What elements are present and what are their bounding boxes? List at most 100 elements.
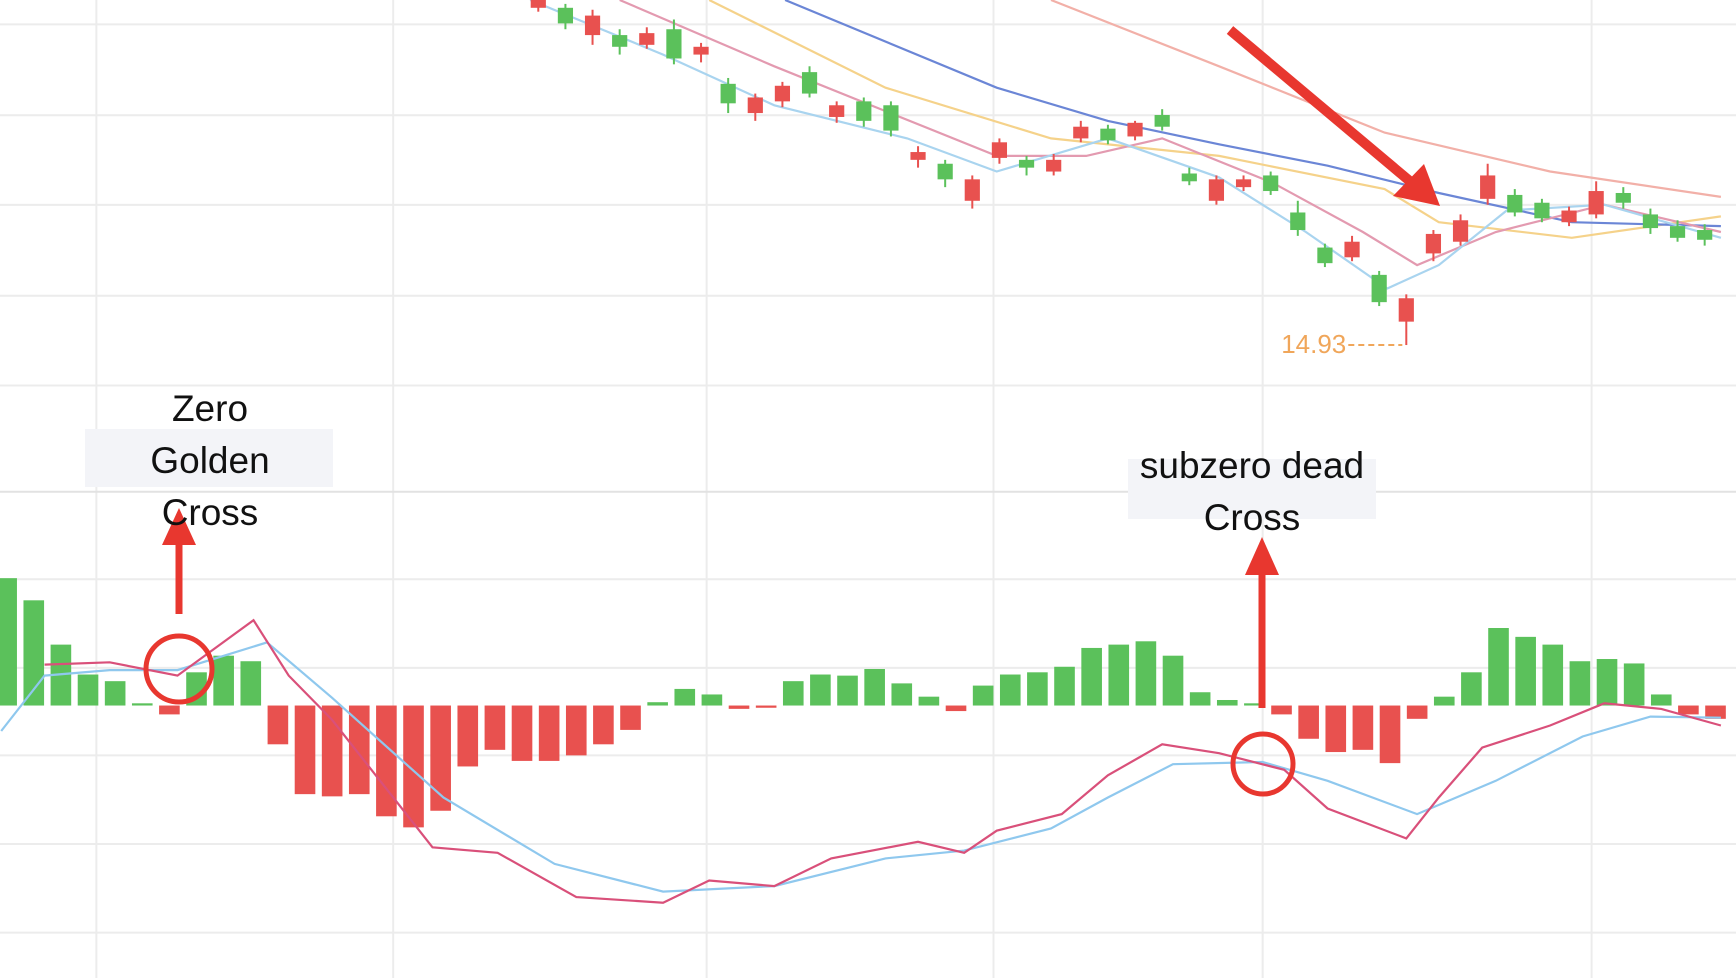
macd-bar: [1515, 636, 1536, 706]
macd-bar: [484, 705, 506, 750]
macd-bar: [1027, 672, 1048, 706]
macd-bar: [376, 705, 397, 817]
macd-bar: [1162, 655, 1184, 706]
candle-body: [1046, 159, 1062, 172]
indicator-line: [44, 618, 1722, 904]
macd-bar: [1298, 705, 1319, 739]
candle-body: [1507, 194, 1523, 213]
macd-bar: [403, 705, 424, 828]
macd-bar: [972, 685, 994, 706]
macd-bar: [348, 705, 370, 795]
macd-bar: [647, 702, 668, 706]
macd-bar: [1244, 703, 1265, 706]
candle-body: [1127, 122, 1143, 137]
macd-bar: [457, 705, 479, 767]
candle-body: [666, 29, 682, 59]
macd-bar: [620, 705, 641, 730]
pointer-arrow-head: [1393, 164, 1440, 206]
macd-bar: [945, 705, 967, 712]
indicator-line: [529, 0, 1722, 290]
candle-body: [530, 0, 546, 8]
candle-body: [1425, 233, 1442, 254]
macd-bar: [104, 681, 126, 706]
macd-bar: [159, 705, 180, 715]
macd-bar: [782, 681, 804, 706]
macd-bar: [0, 578, 17, 706]
macd-bar: [1461, 672, 1482, 706]
candle-body: [584, 15, 601, 36]
macd-bar: [267, 705, 289, 745]
macd-bar: [77, 674, 99, 706]
macd-bar: [1596, 659, 1618, 706]
up-arrow-head: [162, 508, 196, 545]
candle-body: [747, 97, 763, 114]
up-arrow-head: [1245, 537, 1279, 575]
candle-body: [1371, 274, 1387, 303]
candle-body: [720, 83, 736, 104]
macd-bar: [701, 694, 723, 706]
macd-bar: [1433, 696, 1455, 706]
macd-bar: [891, 683, 913, 706]
macd-bar: [1081, 647, 1102, 706]
macd-bar: [593, 705, 614, 745]
macd-bar: [1271, 705, 1292, 715]
macd-bar: [213, 655, 234, 706]
annotation: Zero Golden Cross: [150, 388, 270, 533]
candle-body: [856, 101, 872, 121]
macd-bar: [1569, 661, 1591, 706]
macd-bar: [1379, 705, 1401, 764]
candle-body: [1615, 192, 1631, 203]
candle-body: [1181, 173, 1197, 182]
macd-bar: [1678, 705, 1699, 715]
macd-bar: [755, 705, 777, 708]
overlay: [143, 26, 1440, 797]
macd-bar: [1705, 705, 1726, 719]
candle-body: [1697, 230, 1713, 240]
candle-body: [693, 46, 709, 55]
candle-body: [774, 85, 791, 102]
note-background: [1128, 459, 1376, 519]
candle-body: [829, 105, 845, 117]
candle-body: [937, 163, 953, 180]
macd-bar: [538, 705, 560, 761]
candle-body: [1398, 298, 1414, 322]
candle-body: [557, 7, 574, 24]
candle-body: [1290, 212, 1306, 231]
candle-body: [1344, 241, 1360, 258]
indicator-line: [708, 0, 1722, 239]
candle-body: [1235, 179, 1252, 188]
candle-body: [1100, 128, 1116, 141]
cross-circle: [143, 633, 215, 705]
indicator-line: [619, 0, 1722, 267]
candle-body: [1073, 126, 1089, 139]
candle-body: [1480, 175, 1496, 199]
macd-bar: [240, 661, 262, 706]
macd-bar: [23, 600, 45, 706]
candle-body: [1588, 191, 1604, 215]
candle-body: [991, 142, 1008, 158]
indicator-line: [1050, 0, 1722, 198]
macd-bar: [1325, 705, 1347, 753]
candle-body: [801, 72, 818, 94]
candle-body: [1561, 210, 1577, 223]
macd-bar: [674, 688, 696, 706]
indicator-line: [0, 641, 1721, 893]
macd-bar: [837, 675, 858, 706]
macd-bar: [1542, 644, 1564, 706]
candle-body: [1534, 202, 1550, 219]
macd-bar: [999, 674, 1021, 706]
macd-bar: [430, 705, 451, 811]
macd-bar: [1488, 628, 1509, 706]
pointer-arrow: [1226, 26, 1422, 192]
candle-body: [1208, 179, 1225, 201]
candle-body: [1317, 247, 1333, 264]
candle-body: [910, 152, 926, 160]
candle-body: [1452, 220, 1469, 242]
indicator-line: [784, 0, 1721, 228]
macd-bar: [565, 705, 587, 756]
macd-bar: [1189, 692, 1211, 706]
candle-body: [1154, 115, 1170, 127]
macd-bar: [1216, 699, 1238, 706]
macd-bar: [918, 696, 940, 706]
